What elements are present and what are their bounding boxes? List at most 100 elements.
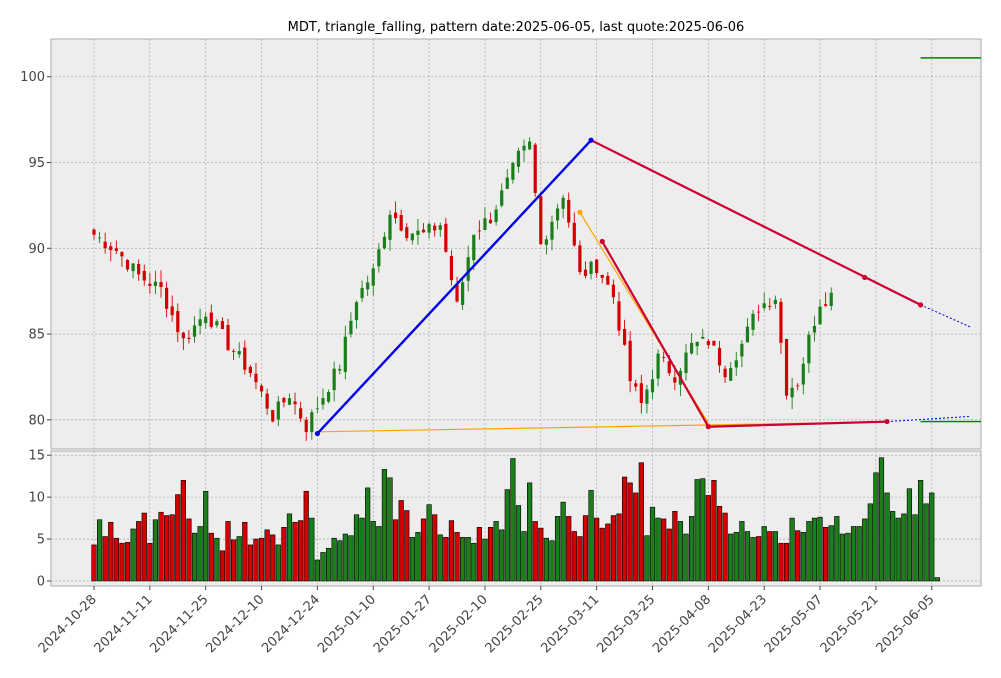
candle-body bbox=[757, 311, 761, 313]
candle-body bbox=[421, 229, 426, 233]
candle-body bbox=[433, 225, 437, 231]
date-tick-label: 2025-05-21 bbox=[818, 592, 882, 656]
candle-body bbox=[360, 287, 364, 299]
volume-bar bbox=[783, 542, 790, 582]
candle-body bbox=[114, 248, 118, 251]
volume-bar bbox=[298, 520, 304, 582]
candle-body bbox=[120, 252, 124, 257]
candle-body bbox=[209, 312, 213, 327]
candle-body bbox=[494, 209, 498, 222]
candle-body bbox=[461, 282, 465, 305]
price-tick-label: 90 bbox=[28, 242, 45, 257]
candle-body bbox=[477, 230, 481, 232]
volume-bar bbox=[331, 537, 337, 582]
candle-body bbox=[522, 145, 526, 151]
candle-body bbox=[243, 347, 247, 370]
candle-body bbox=[796, 385, 800, 387]
volume-bar bbox=[359, 517, 365, 582]
candle-body bbox=[287, 398, 292, 405]
volume-bar bbox=[655, 517, 661, 582]
candle-body bbox=[371, 268, 375, 286]
candle-body bbox=[455, 284, 459, 302]
pivot-point bbox=[862, 274, 868, 281]
pivot-point bbox=[588, 137, 594, 143]
candle-body bbox=[343, 336, 347, 372]
candle-body bbox=[768, 306, 772, 307]
candle-body bbox=[511, 163, 515, 180]
volume-bar bbox=[164, 515, 170, 582]
price-tick-label: 80 bbox=[28, 413, 45, 428]
candle-body bbox=[232, 351, 236, 353]
volume-bar bbox=[124, 542, 131, 582]
candle-body bbox=[712, 340, 716, 346]
volume-bar bbox=[549, 540, 555, 582]
volume-bar bbox=[420, 518, 427, 582]
candle-body bbox=[539, 196, 543, 245]
volume-bar bbox=[923, 503, 929, 582]
volume-bar bbox=[381, 469, 388, 582]
candle-body bbox=[583, 269, 588, 276]
volume-bars bbox=[91, 457, 940, 582]
candle-body bbox=[595, 259, 599, 274]
candle-body bbox=[326, 392, 331, 402]
candle-body bbox=[176, 311, 180, 333]
projection-line bbox=[887, 415, 971, 423]
pivot-point bbox=[917, 302, 924, 308]
volume-bar bbox=[666, 528, 672, 582]
candle-body bbox=[271, 410, 275, 422]
volume-bar bbox=[884, 492, 890, 582]
volume-bar bbox=[800, 532, 806, 582]
volume-bar bbox=[934, 577, 940, 582]
date-axis-ticks: 2024-10-282024-11-112024-11-252024-12-10… bbox=[36, 586, 938, 656]
volume-tick-label: 5 bbox=[37, 533, 45, 548]
candle-body bbox=[818, 306, 822, 325]
volume-bar bbox=[102, 536, 108, 582]
volume-bar bbox=[929, 492, 935, 582]
price-axis-ticks: 80 85 90 95 100 bbox=[20, 70, 51, 428]
volume-bar bbox=[744, 531, 751, 582]
pivot-point bbox=[599, 238, 605, 245]
candle-body bbox=[97, 237, 102, 239]
date-tick-label: 2024-11-11 bbox=[92, 592, 156, 656]
volume-bar bbox=[616, 513, 622, 582]
candle-body bbox=[622, 328, 627, 345]
candle-body bbox=[500, 190, 504, 206]
candle-body bbox=[829, 292, 833, 307]
volume-bar bbox=[527, 482, 533, 582]
candle-body bbox=[544, 239, 548, 245]
candle-body bbox=[751, 313, 755, 330]
candle-body bbox=[265, 393, 269, 409]
candle-body bbox=[639, 383, 643, 404]
volume-bar bbox=[560, 501, 566, 582]
candle-body bbox=[567, 199, 571, 223]
volume-bar bbox=[521, 531, 527, 582]
candle-body bbox=[589, 261, 593, 274]
candle-body bbox=[382, 236, 387, 249]
volume-bar bbox=[152, 519, 159, 582]
volume-bar bbox=[320, 552, 326, 582]
volume-bar bbox=[130, 528, 136, 582]
volume-bar bbox=[638, 462, 644, 582]
candle-body bbox=[706, 341, 710, 346]
date-tick-label: 2025-03-25 bbox=[594, 592, 658, 656]
volume-bar bbox=[823, 527, 829, 582]
date-tick-label: 2024-12-10 bbox=[203, 592, 267, 656]
volume-bar bbox=[225, 521, 231, 582]
volume-bar bbox=[281, 527, 287, 582]
candle-body bbox=[617, 301, 621, 331]
candle-body bbox=[187, 337, 191, 339]
volume-axis-ticks: 0 5 10 15 bbox=[28, 449, 51, 589]
candle-body bbox=[466, 257, 470, 281]
candle-body bbox=[293, 401, 297, 405]
volume-bar bbox=[292, 521, 298, 582]
candle-body bbox=[807, 334, 811, 364]
volume-bar bbox=[733, 532, 739, 582]
candle-body bbox=[555, 208, 560, 221]
candle-body bbox=[165, 287, 169, 309]
candle-body bbox=[695, 341, 699, 347]
volume-bar bbox=[571, 531, 577, 582]
candle-body bbox=[304, 419, 308, 433]
volume-bar bbox=[219, 550, 226, 582]
candle-body bbox=[226, 325, 230, 351]
